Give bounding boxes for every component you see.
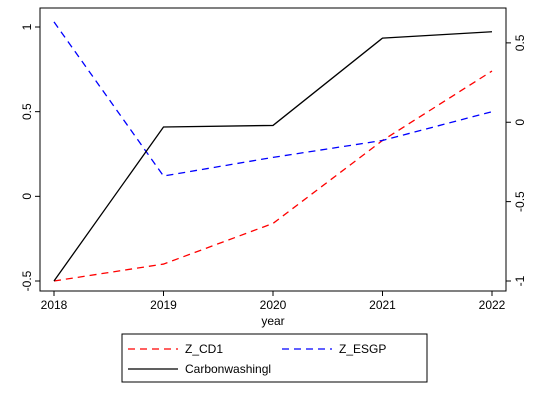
x-tick-label: 2020 — [260, 298, 287, 312]
left-tick-label: 1 — [20, 23, 34, 30]
legend-label-z-cd1: Z_CD1 — [185, 342, 223, 356]
legend: Z_CD1 Z_ESGP Carbonwashingl — [121, 333, 428, 383]
series-line-z-cd1 — [53, 70, 493, 282]
x-tick-label: 2021 — [369, 298, 396, 312]
legend-label-carbonwashingl: Carbonwashingl — [185, 362, 271, 376]
left-tick-label: -0.5 — [20, 270, 34, 291]
x-tick-label: 2019 — [150, 298, 177, 312]
x-tick-label: 2018 — [41, 298, 68, 312]
series-line-z-esgp — [53, 21, 493, 177]
legend-box — [121, 333, 428, 383]
plot-frame — [39, 7, 507, 292]
x-axis-title: year — [261, 314, 284, 328]
legend-label-z-esgp: Z_ESGP — [339, 342, 386, 356]
right-y-axis: -1 -0.5 0 0.5 — [506, 34, 527, 286]
right-tick-label: -1 — [513, 275, 527, 286]
left-y-axis: -0.5 0 0.5 1 — [20, 23, 40, 291]
right-tick-label: -0.5 — [513, 191, 527, 212]
x-tick-label: 2022 — [479, 298, 506, 312]
x-axis: 2018 2019 2020 2021 2022 — [41, 291, 506, 312]
series-line-carbonwashingl — [53, 31, 493, 282]
right-tick-label: 0.5 — [513, 34, 527, 51]
left-tick-label: 0 — [20, 193, 34, 200]
left-tick-label: 0.5 — [20, 103, 34, 120]
series-layer — [53, 21, 493, 282]
right-tick-label: 0 — [513, 119, 527, 126]
